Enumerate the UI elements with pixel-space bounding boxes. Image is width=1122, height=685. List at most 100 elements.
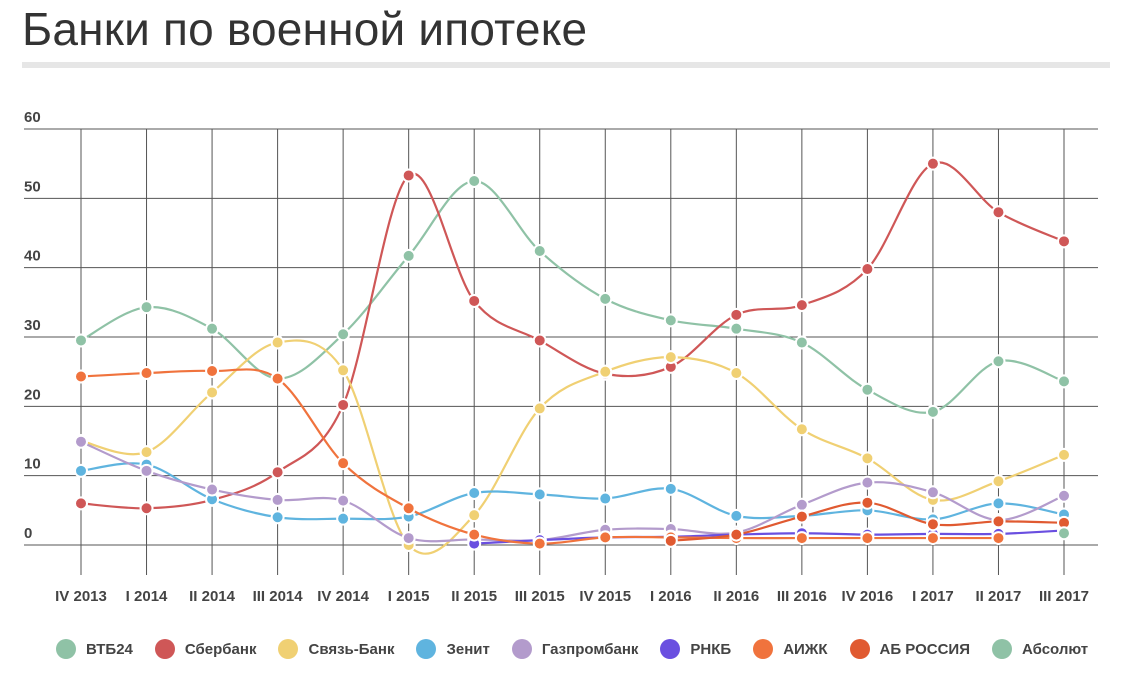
legend-item[interactable]: Газпромбанк (511, 639, 638, 659)
data-point-аижк[interactable] (270, 371, 285, 386)
data-point-газпромбанк[interactable] (794, 497, 809, 512)
data-point-аижк[interactable] (467, 527, 482, 542)
data-point-сбербанк[interactable] (860, 262, 875, 277)
data-point-аб-россия[interactable] (925, 517, 940, 532)
data-point-связь-банк[interactable] (729, 366, 744, 381)
data-point-связь-банк[interactable] (139, 445, 154, 460)
data-point-сбербанк[interactable] (532, 333, 547, 348)
data-point-аижк[interactable] (991, 531, 1006, 546)
data-point-втб24[interactable] (729, 321, 744, 336)
legend-item[interactable]: АИЖК (753, 639, 828, 659)
data-point-зенит[interactable] (532, 487, 547, 502)
data-point-аижк[interactable] (925, 531, 940, 546)
data-point-аб-россия[interactable] (729, 527, 744, 542)
x-tick-label: I 2015 (388, 588, 430, 605)
data-point-втб24[interactable] (991, 354, 1006, 369)
data-point-сбербанк[interactable] (336, 397, 351, 412)
data-point-связь-банк[interactable] (794, 422, 809, 437)
legend-item[interactable]: Сбербанк (154, 639, 256, 659)
data-point-втб24[interactable] (1057, 374, 1071, 389)
x-tick-label: III 2017 (1039, 588, 1089, 605)
data-point-газпромбанк[interactable] (74, 434, 88, 449)
data-point-сбербанк[interactable] (729, 307, 744, 322)
data-point-зенит[interactable] (729, 508, 744, 523)
data-point-втб24[interactable] (205, 321, 220, 336)
data-point-газпромбанк[interactable] (1057, 488, 1071, 503)
data-point-газпромбанк[interactable] (925, 485, 940, 500)
data-point-аижк[interactable] (139, 366, 154, 381)
data-point-аижк[interactable] (860, 531, 875, 546)
data-point-сбербанк[interactable] (270, 465, 285, 480)
legend-item[interactable]: Связь-Банк (278, 639, 394, 659)
data-point-аижк[interactable] (794, 531, 809, 546)
legend-item[interactable]: АБ РОССИЯ (849, 639, 970, 659)
data-point-аижк[interactable] (205, 363, 220, 378)
data-point-зенит[interactable] (991, 496, 1006, 511)
data-point-аб-россия[interactable] (860, 495, 875, 510)
data-point-газпромбанк[interactable] (139, 463, 154, 478)
x-tick-label: II 2014 (189, 588, 236, 605)
data-point-сбербанк[interactable] (991, 205, 1006, 220)
x-tick-label: III 2014 (253, 588, 304, 605)
data-point-зенит[interactable] (270, 510, 285, 525)
data-point-аижк[interactable] (532, 536, 547, 551)
data-point-связь-банк[interactable] (663, 350, 678, 365)
data-point-втб24[interactable] (74, 333, 88, 348)
data-point-газпромбанк[interactable] (860, 475, 875, 490)
data-point-связь-банк[interactable] (336, 363, 351, 378)
data-point-сбербанк[interactable] (139, 501, 154, 516)
legend-item[interactable]: ВТБ24 (56, 639, 133, 659)
data-point-связь-банк[interactable] (467, 508, 482, 523)
series-points (74, 156, 1071, 552)
data-point-зенит[interactable] (663, 481, 678, 496)
legend-swatch (278, 639, 299, 659)
data-point-зенит[interactable] (74, 463, 88, 478)
data-point-связь-банк[interactable] (1057, 447, 1071, 462)
data-point-аижк[interactable] (401, 501, 416, 516)
legend-item[interactable]: РНКБ (660, 639, 731, 659)
data-point-связь-банк[interactable] (860, 451, 875, 466)
data-point-втб24[interactable] (532, 244, 547, 259)
data-point-зенит[interactable] (336, 511, 351, 526)
data-point-сбербанк[interactable] (794, 298, 809, 313)
data-point-втб24[interactable] (794, 335, 809, 350)
data-point-сбербанк[interactable] (467, 293, 482, 308)
data-point-аб-россия[interactable] (663, 533, 678, 548)
legend-label: РНКБ (690, 640, 732, 658)
data-point-аижк[interactable] (336, 456, 351, 471)
data-point-зенит[interactable] (598, 491, 613, 506)
data-point-газпромбанк[interactable] (205, 482, 220, 497)
data-point-втб24[interactable] (925, 404, 940, 419)
legend-swatch (416, 639, 437, 659)
data-point-газпромбанк[interactable] (336, 493, 351, 508)
data-point-сбербанк[interactable] (401, 168, 416, 183)
data-point-связь-банк[interactable] (270, 335, 285, 350)
data-point-втб24[interactable] (598, 291, 613, 306)
data-point-сбербанк[interactable] (74, 496, 88, 511)
legend-item[interactable]: Абсолют (992, 639, 1088, 659)
legend-item[interactable]: Зенит (416, 639, 490, 659)
data-point-сбербанк[interactable] (925, 156, 940, 171)
data-point-втб24[interactable] (401, 248, 416, 263)
data-point-сбербанк[interactable] (1057, 234, 1071, 249)
data-point-связь-банк[interactable] (598, 364, 613, 379)
data-point-втб24[interactable] (467, 174, 482, 188)
series-line-газпромбанк (80, 440, 1065, 543)
data-point-связь-банк[interactable] (205, 385, 220, 400)
data-point-связь-банк[interactable] (532, 401, 547, 416)
data-point-втб24[interactable] (336, 327, 351, 342)
data-point-аижк[interactable] (74, 369, 88, 384)
data-point-связь-банк[interactable] (991, 474, 1006, 489)
data-point-газпромбанк[interactable] (270, 492, 285, 507)
line-chart: 0 10 20 30 40 50 60 IV 2013 I 2014 II 2014 III 20… (24, 109, 1098, 605)
data-point-газпромбанк[interactable] (401, 531, 416, 546)
data-point-аб-россия[interactable] (794, 509, 809, 524)
data-point-аб-россия[interactable] (991, 514, 1006, 529)
y-tick-label: 30 (24, 317, 41, 334)
data-point-абсолют[interactable] (1057, 526, 1071, 541)
data-point-втб24[interactable] (663, 313, 678, 328)
data-point-зенит[interactable] (467, 486, 482, 500)
data-point-втб24[interactable] (860, 382, 875, 397)
data-point-аижк[interactable] (598, 530, 613, 545)
data-point-втб24[interactable] (139, 300, 154, 315)
